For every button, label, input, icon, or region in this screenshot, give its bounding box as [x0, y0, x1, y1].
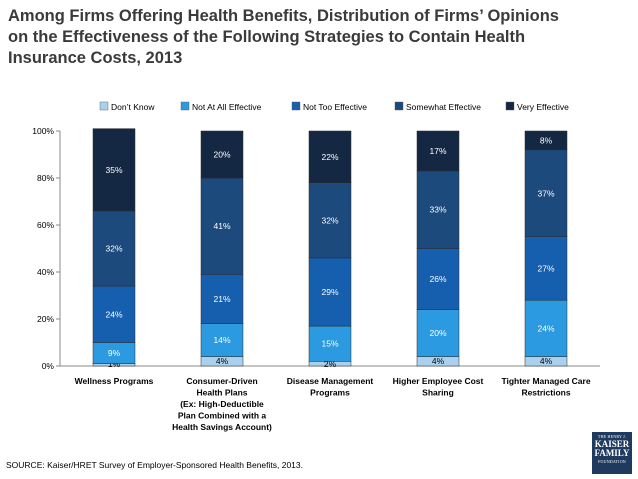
- bar-segment: [416, 309, 460, 357]
- data-label: 4%: [540, 356, 553, 366]
- data-label: 20%: [213, 150, 230, 160]
- bar-segment: [200, 274, 244, 324]
- legend-swatch: [99, 101, 109, 111]
- bar-segment: [524, 130, 568, 151]
- x-tick-label: Health Plans: [196, 388, 247, 398]
- data-label: 24%: [537, 323, 554, 333]
- bar-segment: [308, 257, 352, 327]
- data-label: 20%: [429, 328, 446, 338]
- bar-segment: [416, 170, 460, 249]
- bar-segment: [92, 210, 136, 287]
- legend-swatch: [505, 101, 515, 111]
- logo-line-3: FAMILY: [594, 448, 630, 458]
- bar-segment: [416, 248, 460, 310]
- data-label: 2%: [324, 359, 337, 369]
- data-label: 35%: [105, 165, 122, 175]
- data-label: 26%: [429, 274, 446, 284]
- x-tick-label: Consumer-Driven: [186, 376, 257, 386]
- data-label: 32%: [321, 215, 338, 225]
- data-label: 15%: [321, 339, 338, 349]
- legend-label: Somewhat Effective: [406, 102, 481, 112]
- data-label: 14%: [213, 335, 230, 345]
- data-label: 41%: [213, 221, 230, 231]
- x-tick-label: Health Savings Account): [172, 422, 272, 432]
- data-label: 4%: [432, 356, 445, 366]
- data-label: 29%: [321, 287, 338, 297]
- x-tick-label: Higher Employee Cost: [393, 376, 484, 386]
- legend-label: Not Too Effective: [303, 102, 367, 112]
- data-label: 1%: [108, 359, 121, 369]
- logo-line-4: FOUNDATION: [598, 459, 626, 464]
- y-tick-label: 0%: [42, 361, 55, 371]
- x-tick-label: (Ex: High-Deductible: [180, 399, 264, 409]
- data-label: 27%: [537, 263, 554, 273]
- legend-swatch: [180, 101, 190, 111]
- logo-line-2: KAISER: [594, 439, 630, 449]
- data-label: 37%: [537, 188, 554, 198]
- y-tick-label: 20%: [37, 314, 54, 324]
- bar-segment: [524, 149, 568, 237]
- bar-segment: [416, 130, 460, 172]
- data-label: 22%: [321, 152, 338, 162]
- legend-swatch: [291, 101, 301, 111]
- x-tick-label: Programs: [310, 388, 350, 398]
- bar-segment: [524, 236, 568, 301]
- x-tick-label: Restrictions: [521, 388, 570, 398]
- logo-line-1: THE HENRY J.: [597, 434, 627, 439]
- y-tick-label: 40%: [37, 267, 54, 277]
- x-tick-label: Plan Combined with a: [178, 411, 267, 421]
- data-label: 24%: [105, 309, 122, 319]
- data-label: 17%: [429, 146, 446, 156]
- bar-segment: [92, 285, 136, 343]
- bar-segment: [92, 128, 136, 212]
- data-label: 4%: [216, 356, 229, 366]
- bar-segment: [524, 299, 568, 357]
- legend-label: Don’t Know: [111, 102, 155, 112]
- x-tick-label: Sharing: [422, 388, 454, 398]
- data-label: 32%: [105, 244, 122, 254]
- legend-swatch: [394, 101, 404, 111]
- data-label: 9%: [108, 348, 121, 358]
- source-note: SOURCE: Kaiser/HRET Survey of Employer-S…: [6, 460, 304, 470]
- y-tick-label: 60%: [37, 220, 54, 230]
- data-label: 8%: [540, 135, 553, 145]
- bar-segment: [308, 130, 352, 183]
- y-tick-label: 100%: [32, 126, 54, 136]
- chart-title: Among Firms Offering Health Benefits, Di…: [8, 7, 559, 67]
- x-tick-label: Wellness Programs: [75, 376, 154, 386]
- y-tick-label: 80%: [37, 173, 54, 183]
- bar-segment: [308, 182, 352, 259]
- x-tick-label: Disease Management: [287, 376, 374, 386]
- kff-logo: THE HENRY J. KAISER FAMILY FOUNDATION: [592, 432, 632, 474]
- legend-label: Very Effective: [517, 102, 569, 112]
- bar-segment: [200, 130, 244, 179]
- legend-label: Not At All Effective: [192, 102, 262, 112]
- data-label: 21%: [213, 294, 230, 304]
- data-label: 33%: [429, 205, 446, 215]
- x-tick-label: Tighter Managed Care: [501, 376, 590, 386]
